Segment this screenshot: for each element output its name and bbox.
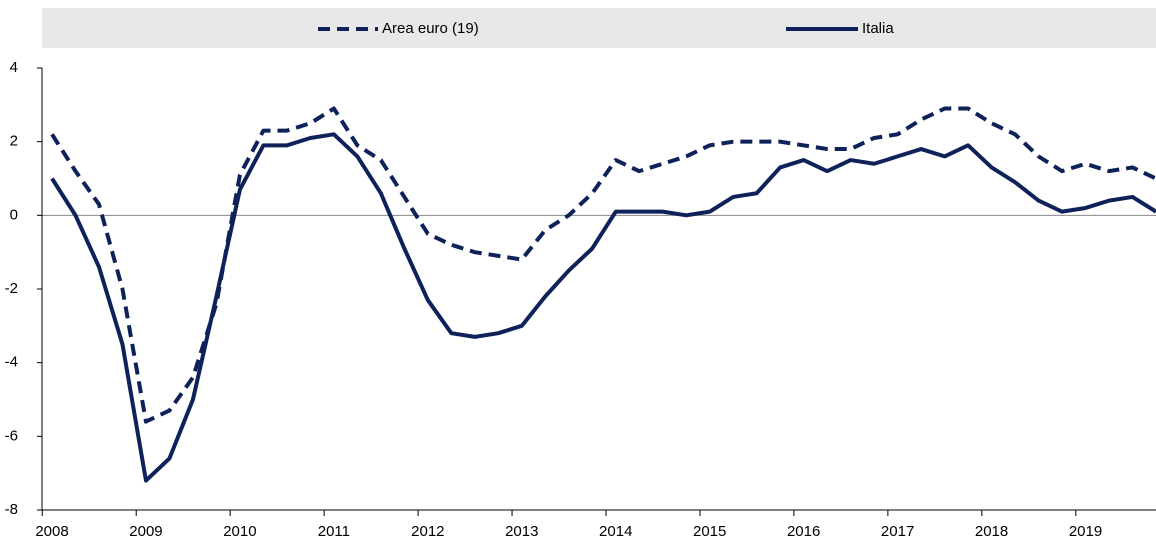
- x-tick-label: 2009: [129, 523, 162, 540]
- y-tick-label: 4: [10, 59, 18, 76]
- y-tick-label: -6: [5, 427, 18, 444]
- x-tick-label: 2016: [787, 523, 820, 540]
- y-tick-label: -2: [5, 280, 18, 297]
- x-tick-label: 2015: [693, 523, 726, 540]
- x-tick-label: 2019: [1069, 523, 1102, 540]
- x-tick-label: 2008: [35, 523, 68, 540]
- series-line: [50, 132, 1156, 483]
- x-tick-label: 2010: [223, 523, 256, 540]
- y-tick-label: -8: [5, 501, 18, 518]
- y-tick-label: -4: [5, 354, 18, 371]
- x-tick-label: 2011: [318, 523, 350, 540]
- y-tick-label: 0: [10, 206, 18, 223]
- series-line: [50, 106, 1156, 424]
- x-tick-label: 2013: [505, 523, 538, 540]
- x-tick-label: 2012: [411, 523, 444, 540]
- x-tick-label: 2014: [599, 523, 632, 540]
- legend-label: Area euro (19): [382, 20, 479, 37]
- x-tick-label: 2017: [881, 523, 914, 540]
- y-tick-label: 2: [10, 133, 18, 150]
- legend-label: Italia: [862, 20, 894, 37]
- x-tick-label: 2018: [975, 523, 1008, 540]
- legend-background: [42, 8, 1156, 48]
